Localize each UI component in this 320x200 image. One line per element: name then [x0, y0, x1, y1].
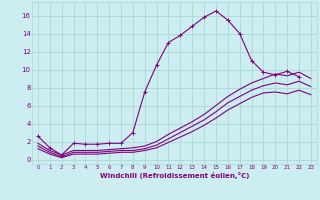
X-axis label: Windchill (Refroidissement éolien,°C): Windchill (Refroidissement éolien,°C) — [100, 172, 249, 179]
